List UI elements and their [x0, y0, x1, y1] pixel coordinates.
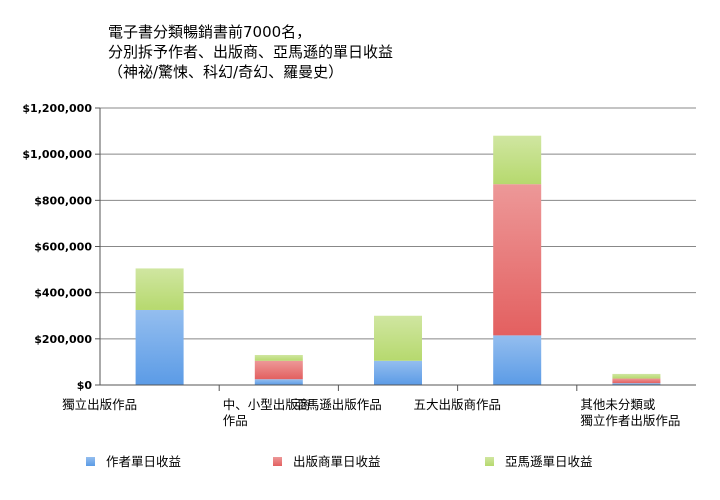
bars [135, 135, 661, 385]
y-tick-label: $0 [77, 379, 93, 392]
bar-segment [135, 268, 184, 310]
bar-segment [374, 360, 422, 385]
legend-swatch [273, 457, 282, 466]
bar-segment [493, 184, 542, 336]
y-tick-label: $200,000 [34, 333, 92, 346]
legend-swatch [86, 457, 95, 466]
bar-segment [493, 135, 542, 185]
bar-stack [374, 315, 422, 385]
y-tick-label: $600,000 [34, 241, 92, 254]
y-tick-label: $800,000 [34, 194, 92, 207]
y-tick-label: $400,000 [34, 287, 92, 300]
bar-stack [254, 354, 303, 385]
bar-segment [254, 354, 303, 361]
x-tick-label: 獨立出版作品 [62, 397, 137, 412]
bar-segment [374, 315, 422, 361]
chart-title-line-1: 電子書分類暢銷書前7000名， [108, 23, 312, 41]
bar-stack [493, 135, 542, 385]
y-tick-label: $1,200,000 [22, 102, 92, 115]
bar-segment [254, 379, 303, 385]
bar-segment [612, 378, 661, 384]
gridlines [95, 107, 696, 391]
bar-stack [135, 268, 184, 385]
bar-stack [612, 373, 661, 385]
bar-segment [612, 373, 661, 379]
x-tick-label: 亞馬遜出版作品 [294, 397, 382, 412]
chart-title-line-3: （神祕/驚悚、科幻/奇幻、羅曼史） [108, 63, 344, 81]
chart-title-line-2: 分別拆予作者、出版商、亞馬遜的單日收益 [108, 43, 394, 61]
legend-label: 出版商單日收益 [293, 454, 381, 469]
legend-swatch [485, 457, 494, 466]
x-tick-label: 其他未分類或獨立作者出版作品 [580, 397, 680, 428]
bar-segment [135, 309, 184, 385]
chart-title: 電子書分類暢銷書前7000名， 分別拆予作者、出版商、亞馬遜的單日收益 （神祕/… [108, 22, 528, 82]
legend-label: 作者單日收益 [106, 454, 181, 469]
axes [99, 108, 696, 386]
bar-segment [254, 360, 303, 380]
legend-label: 亞馬遜單日收益 [505, 454, 593, 469]
bar-segment [493, 335, 542, 385]
x-tick-label: 五大出版商作品 [413, 397, 501, 412]
bar-segment [612, 383, 661, 385]
y-tick-label: $1,000,000 [22, 148, 92, 161]
x-tick-label: 中、小型出版商作品 [223, 397, 311, 428]
legend: 作者單日收益 出版商單日收益 亞馬遜單日收益 [86, 454, 593, 469]
axis-labels: $0 $200,000 $400,000 $600,000 $800,000 $1,000… [22, 102, 680, 428]
